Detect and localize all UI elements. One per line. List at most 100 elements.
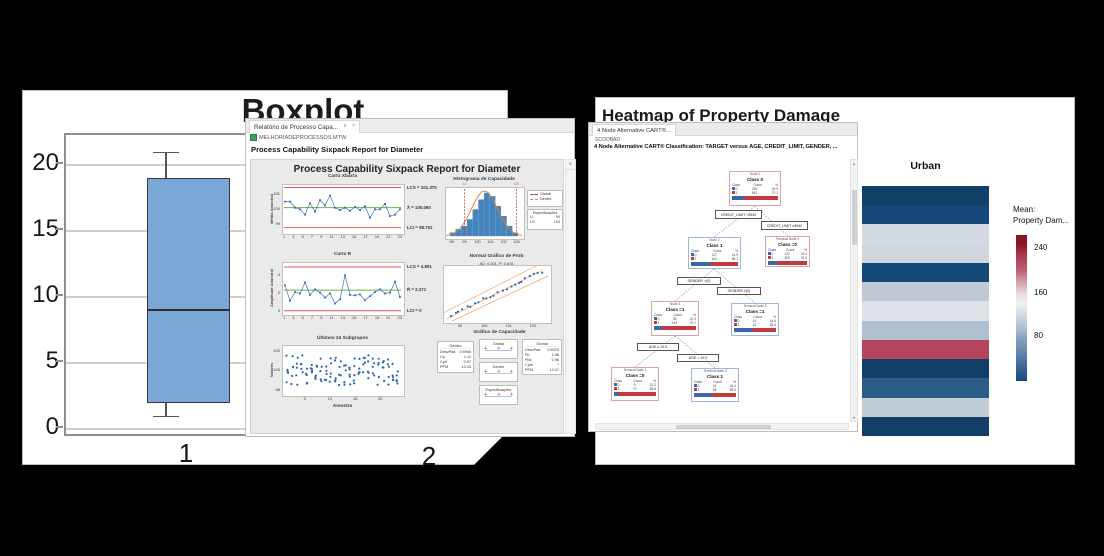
Carta R-canvas (284, 266, 401, 312)
x-tick: 100 (474, 240, 481, 244)
section-title: Gráfico de Capacidade (473, 330, 526, 335)
tree-node: Node 1 Class 0 Class Count% 0 239 29.9 1 561 70.1 (729, 171, 781, 206)
worksheet-row[interactable]: MELHORIADEPROCESSOS.MTW (250, 134, 346, 141)
heatmap-cell (862, 339, 989, 360)
y-tick: 99 (275, 221, 280, 227)
sixpack-tab[interactable]: Relatório de Processo Capa... ∨ × (249, 120, 361, 133)
boxplot-axis-layer: 20 15 10 5 0 1 2 (23, 91, 507, 471)
y-tick-label: 5 (45, 347, 59, 374)
heatmap-rows (862, 186, 989, 437)
x-tick: 102 (500, 240, 507, 244)
plot-box (282, 262, 405, 316)
y-tick-label: 15 (32, 215, 59, 242)
x-tick: 20 (378, 397, 383, 401)
x-tick: 100 (481, 324, 488, 328)
upper-whisker (165, 151, 167, 179)
heatmap-cell (862, 243, 989, 263)
tree-connectors (634, 205, 789, 369)
heatmap-cell (862, 282, 989, 302)
x-tick: 10 (327, 397, 332, 401)
sixpack-window: Relatório de Processo Capa... ∨ × MELHOR… (245, 118, 576, 437)
tree-split-label: GENDER =(0) (677, 277, 721, 285)
legend-tick-label: 240 (1034, 243, 1048, 252)
x-tick: 99 (457, 324, 463, 328)
chart-title: Carta Xbarra (328, 174, 357, 179)
lsl-marker-label: LI (462, 181, 467, 186)
heatmap-cell (862, 301, 989, 321)
chart-title: Carta R (333, 252, 352, 257)
median-line (147, 309, 230, 312)
sixpack-tabbar: Relatório de Processo Capa... ∨ × (246, 119, 574, 133)
scroll-up-icon[interactable]: ▴ (852, 161, 855, 166)
x-tick-label-2: 2 (421, 441, 437, 471)
scrollbar-thumb[interactable] (852, 190, 857, 245)
y-tick: 98 (275, 386, 280, 392)
x-tick-label-1: 1 (178, 438, 194, 468)
tree-node: Terminal Node 4 Class =0 Class Count% 0 122 23… (765, 236, 810, 267)
heatmap-cell (862, 224, 989, 244)
cart-worksheet-row[interactable]: SCOOBAD (595, 137, 620, 143)
cart-tab[interactable]: 4 Node Alternative CART®... (592, 124, 676, 136)
y-tick: 100 (273, 367, 280, 373)
scrollbar-arrow-icon[interactable]: ∨ (566, 160, 575, 170)
y-axis-label: Valores (269, 362, 274, 378)
sixpack-report: Process Capability Sixpack Report for Di… (250, 159, 564, 434)
x-tick: 5 (303, 397, 306, 401)
tree-node: Node 2 Class 1 Class Count% 0 117 41.9 1 162 58.1 (688, 237, 741, 269)
tree-node: Terminal Node 2 Class 1 Class Count% 0 44 44.4… (691, 368, 739, 402)
cart-heading: 4 Node Alternative CART® Classification:… (594, 144, 838, 150)
interval-box: Global + + + (479, 339, 518, 359)
cart-horizontal-scrollbar[interactable] (595, 423, 849, 430)
x-ticks: 1 3 5 7 9 11 13 15 17 19 21 23 (283, 316, 402, 320)
tree-node: Node 3 Class =1 Class Count% 0 38 20.3 1 149 79.7 (651, 301, 699, 336)
heatmap-cell (862, 378, 989, 398)
upper-whisker-cap (153, 151, 179, 154)
cart-vertical-scrollbar[interactable]: ▴ ▾ (850, 159, 858, 422)
sixpack-heading: Process Capability Sixpack Report for Di… (251, 145, 424, 154)
box (147, 178, 230, 403)
y-tick: 102 (273, 348, 280, 354)
chart-title: Últimos 24 Subgrupos (317, 336, 368, 341)
y-tick: 4 (277, 271, 280, 277)
y-tick-mark (56, 360, 63, 362)
chart-title: Normal Gráfico de Prob (469, 254, 524, 259)
heatmap-legend-title-2: Property Dam... (1013, 216, 1070, 225)
interval-box: Dentro + + + (479, 362, 518, 382)
tree-split-label: GENDER ≠(0) (717, 287, 761, 295)
Carta Xbarra-canvas (284, 187, 401, 229)
tree-split-label: CREDIT_LIMIT <9540 (715, 210, 762, 219)
y-tick: 100 (273, 205, 280, 211)
heatmap-cell (862, 359, 989, 379)
cart-tabbar: 4 Node Alternative CART®... (589, 123, 857, 136)
heatmap-cell (862, 320, 989, 340)
tree-split-label: AGE ≤ 29.5 (637, 343, 679, 351)
tree-node: Terminal Node 3 Class =1 Class Count% 0 41 44.… (731, 303, 779, 336)
tab-dropdown-icon[interactable]: ∨ (343, 123, 348, 130)
control-limit-label: LCS = 4.801 (407, 264, 432, 270)
scroll-down-icon[interactable]: ▾ (852, 415, 855, 420)
y-axis-label: Média Amostral (269, 193, 274, 224)
worksheet-icon (250, 134, 257, 141)
control-limit-label: R̄ = 2.271 (407, 287, 427, 293)
sixpack-scrollbar[interactable]: ∨ (565, 159, 576, 434)
lower-whisker (165, 402, 167, 416)
tab-close-icon[interactable]: × (352, 123, 356, 130)
cart-worksheet-name: SCOOBAD (595, 137, 621, 143)
legend-tick-label: 160 (1034, 288, 1048, 297)
interval-box: Especificações + + + (479, 385, 518, 405)
cart-tab-title: 4 Node Alternative CART®... (597, 127, 671, 134)
x-tick: 103 (513, 240, 520, 244)
x-tick: 15 (352, 397, 358, 401)
y-tick-label: 20 (32, 149, 59, 176)
plot-box (282, 345, 405, 397)
sixpack-tab-title: Relatório de Processo Capa... (254, 123, 339, 131)
heatmap-colorbar (1016, 235, 1027, 381)
control-limit-label: LCI = 0 (407, 308, 422, 314)
x-ticks: 1 3 5 7 9 11 13 15 17 19 21 23 (283, 235, 402, 239)
heatmap-cell (862, 205, 989, 225)
scrollbar-thumb[interactable] (676, 425, 771, 429)
y-tick-mark (56, 294, 63, 296)
stats-box: Dentro DesvPad 0.5966 Cp 1.11 CpK 0.97 PPM 13.43 (437, 341, 474, 373)
y-tick-label: 0 (45, 413, 59, 440)
